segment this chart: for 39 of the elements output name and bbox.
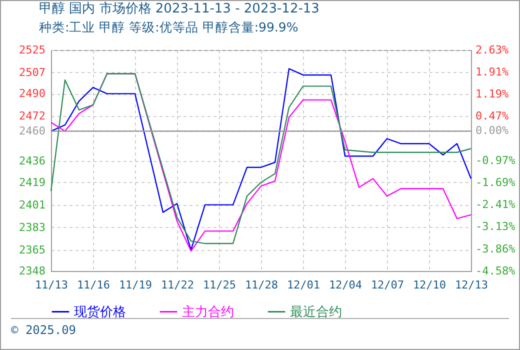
y2-tick-label: 2.63% [476,44,509,56]
x-tick-label: 11/19 [118,278,152,292]
x-tick-label: 11/25 [202,278,236,292]
y2-tick-label: -3.86% [476,242,516,256]
y2-tick-label: -2.41% [476,198,516,211]
y2-tick-label: 0.00% [476,124,509,138]
y-tick-label: 2490 [19,87,46,100]
x-tick-label: 11/16 [76,278,110,292]
y2-tick-label: 1.91% [476,66,509,79]
x-tick-label: 12/07 [370,278,404,292]
y2-tick-label: 0.47% [476,110,509,123]
legend-label: 最近合约 [290,304,342,320]
y-tick-label: 2460 [19,124,46,138]
y2-tick-label: -1.69% [476,176,516,189]
legend-label: 主力合约 [182,304,234,320]
y2-tick-label: -3.13% [476,220,516,234]
y2-tick-label: 1.19% [476,88,509,101]
x-tick-label: 11/28 [244,278,278,292]
y-tick-label: 2507 [19,66,46,79]
y-tick-label: 2419 [19,176,46,189]
y-tick-label: 2365 [19,243,46,256]
x-tick-label: 12/01 [286,278,320,292]
y-tick-label: 2525 [19,44,46,56]
y-tick-label: 2472 [19,110,46,123]
y-tick-label: 2401 [19,198,46,212]
chart-title: 甲醇 国内 市场价格 2023-11-13 - 2023-12-13 [39,2,320,16]
y2-tick-label: -0.97% [476,154,516,167]
x-tick-label: 12/13 [454,278,488,292]
x-tick-label: 11/22 [160,278,194,292]
text: © 2025.09 [11,323,76,337]
chart-subtitle: 种类:工业 甲醇 等级:优等品 甲醇含量:99.9% [39,20,298,34]
x-tick-label: 12/10 [412,278,446,292]
y2-tick-label: -4.58% [476,264,516,278]
y-tick-label: 2436 [19,154,46,168]
y-tick-label: 2348 [19,264,46,278]
legend-label: 现货价格 [74,304,126,320]
x-tick-label: 11/13 [34,278,68,292]
y-tick-label: 2383 [19,220,46,234]
x-tick-label: 12/04 [328,278,362,292]
